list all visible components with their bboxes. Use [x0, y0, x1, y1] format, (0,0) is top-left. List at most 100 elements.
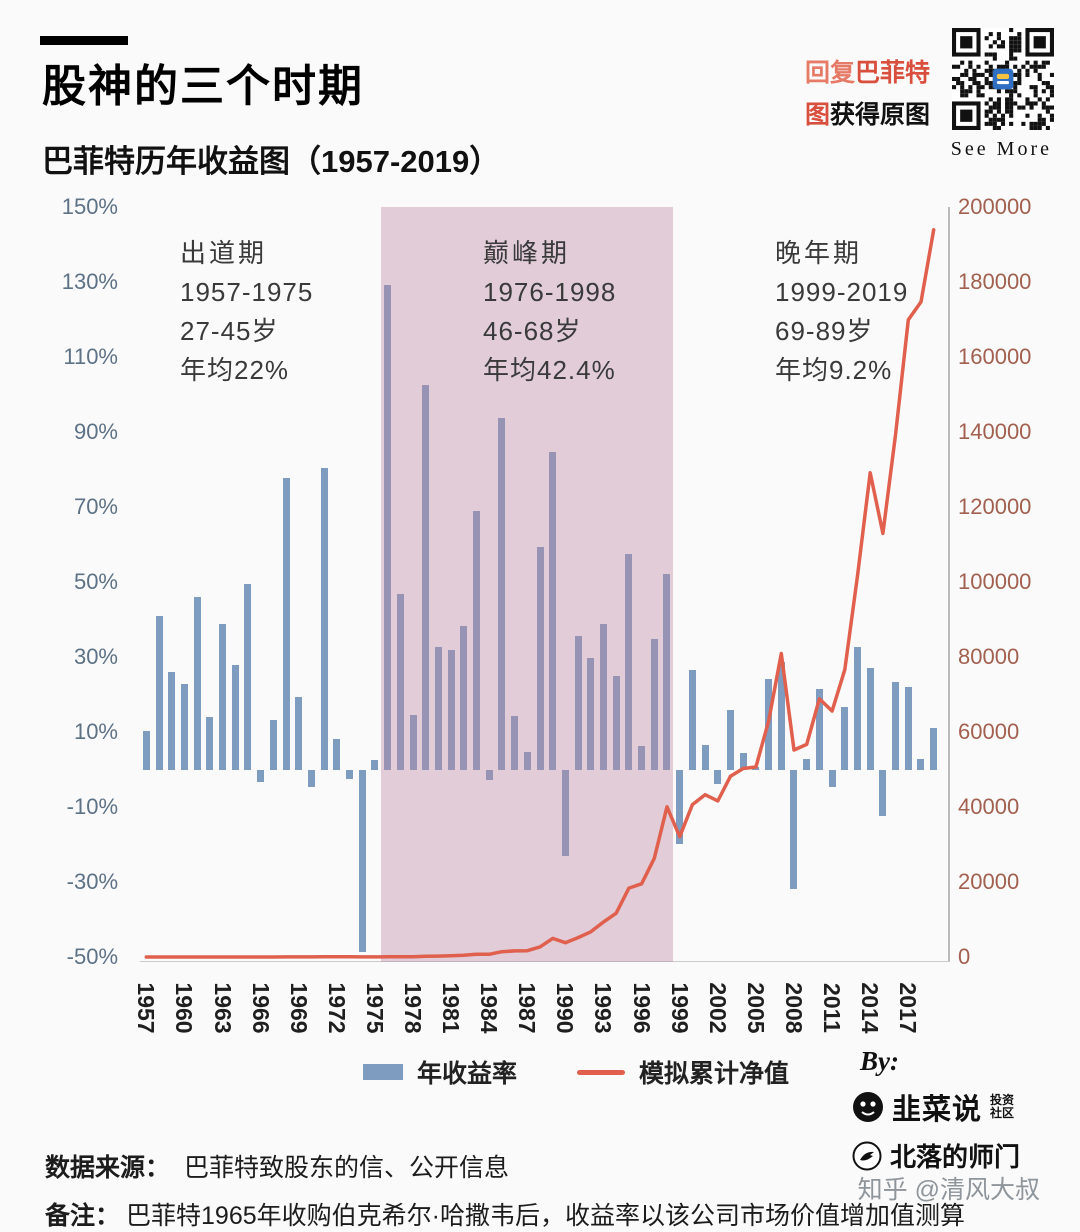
return-bar-1966	[257, 769, 265, 783]
logo-beiluo: 北落的师门	[852, 1137, 1067, 1174]
watermark: 知乎 @清风大叔	[857, 1176, 1040, 1204]
qr-code	[952, 28, 1054, 130]
y-axis-right-tick: 80000	[958, 644, 1020, 669]
y-axis-left-tick: 90%	[73, 419, 118, 444]
return-bar-1959	[168, 672, 176, 770]
y-axis-left-tick: -50%	[66, 944, 118, 969]
qr-cta-reply-text: 回复	[804, 59, 855, 87]
return-bar-2019	[930, 728, 938, 770]
y-axis-right-tick: 120000	[958, 494, 1032, 519]
by-label: By:	[860, 1046, 899, 1076]
y-axis-right-tick: 140000	[958, 419, 1032, 444]
title-dash	[40, 36, 128, 45]
y-axis-right-tick: 60000	[958, 719, 1020, 744]
return-bar-2016	[892, 681, 900, 770]
period-years: 1957-1975	[180, 277, 314, 307]
legend-line-swatch	[577, 1069, 625, 1075]
y-axis-left-tick: 30%	[73, 644, 118, 669]
period-annotation-late: 晚年期 1999-2019 69-89岁 年均9.2%	[775, 234, 908, 390]
page-title: 股神的三个时期	[42, 62, 364, 111]
return-bar-1963	[219, 624, 227, 770]
return-bar-2018	[917, 759, 925, 770]
return-bar-1957	[142, 730, 150, 770]
period-years: 1999-2019	[775, 277, 909, 307]
return-bar-1969	[295, 696, 303, 770]
y-axis-right-tick: 20000	[958, 869, 1020, 894]
return-bar-1962	[206, 717, 214, 770]
qr-cta-keyword2: 图	[804, 101, 830, 129]
y-axis-left-tick: 10%	[73, 719, 118, 744]
legend-label: 年收益率	[416, 1060, 517, 1088]
y-axis-left-tick: -30%	[66, 869, 118, 894]
data-source: 数据来源： 巴菲特致股东的信、公开信息	[45, 1148, 509, 1184]
period-age: 46-68岁	[483, 316, 582, 346]
return-bar-2007	[777, 661, 785, 770]
return-bar-1961	[193, 597, 201, 770]
qr-cta-keyword: 巴菲特	[854, 59, 930, 87]
data-source-text: 巴菲特致股东的信、公开信息	[184, 1154, 510, 1182]
bottom-axis-spine	[140, 961, 950, 962]
data-source-label: 数据来源：	[45, 1154, 171, 1182]
return-bar-1971	[320, 467, 328, 770]
chart-legend: 年收益率 模拟累计净值	[276, 1054, 876, 1090]
return-bar-1973	[346, 769, 354, 779]
y-axis-left-tick: 50%	[73, 569, 118, 594]
credits: By: 韭菜说 投资社区 北落的师门	[852, 1046, 1067, 1174]
y-axis-right-tick: 40000	[958, 794, 1020, 819]
return-bar-1999	[676, 769, 684, 845]
return-bar-2001	[701, 745, 709, 770]
y-axis-left-tick: 110%	[63, 344, 118, 369]
return-bar-2013	[853, 646, 861, 770]
jiucaishuo-icon	[853, 1092, 883, 1122]
return-bar-1972	[333, 739, 341, 770]
y-axis-left-tick: 130%	[61, 269, 118, 294]
return-bar-2005	[752, 766, 760, 770]
period-avg: 年均42.4%	[483, 355, 616, 385]
return-bar-1970	[307, 769, 315, 787]
chart-subtitle: 巴菲特历年收益图（1957-2019）	[42, 144, 501, 179]
return-bar-2015	[879, 769, 887, 817]
period-name: 巅峰期	[483, 238, 571, 268]
legend-label: 模拟累计净值	[639, 1060, 790, 1088]
y-axis-right-tick: 180000	[958, 269, 1032, 294]
y-axis-right-tick: 0	[958, 944, 971, 969]
return-bar-1965	[244, 583, 252, 770]
legend-item-cumulative: 模拟累计净值	[577, 1054, 789, 1090]
qr-cta-rest: 获得原图	[829, 101, 930, 129]
return-bar-1974	[358, 769, 366, 953]
return-bar-2002	[714, 769, 722, 784]
period-annotation-peak: 巅峰期 1976-1998 46-68岁 年均42.4%	[483, 234, 616, 390]
y-axis-left-tick: 150%	[61, 194, 118, 219]
return-bar-2012	[841, 706, 849, 770]
footnote-text: 巴菲特1965年收购伯克希尔·哈撒韦后，收益率以该公司市场价值增加值测算	[126, 1202, 965, 1230]
y-axis-left-tick: -10%	[66, 794, 118, 819]
legend-bar-swatch	[362, 1064, 403, 1080]
return-bar-2011	[828, 769, 836, 788]
return-bar-2008	[790, 769, 798, 889]
right-axis-spine	[948, 207, 950, 962]
return-bar-1967	[269, 719, 277, 770]
qr-cta-line2: 图获得原图	[805, 94, 930, 136]
return-bar-2010	[815, 689, 823, 770]
footnote: 备注： 巴菲特1965年收购伯克希尔·哈撒韦后，收益率以该公司市场价值增加值测算	[45, 1196, 965, 1232]
period-age: 27-45岁	[180, 316, 279, 346]
logo-jiucaishuo-subtitle: 投资社区	[990, 1093, 1015, 1120]
return-bar-1975	[371, 760, 379, 770]
logo-jiucaishuo: 韭菜说 投资社区	[852, 1086, 1067, 1128]
footnote-label: 备注：	[45, 1202, 121, 1230]
return-bar-1958	[155, 616, 163, 770]
see-more-label: See More	[950, 138, 1052, 160]
logo-jiucaishuo-name: 韭菜说	[892, 1094, 983, 1126]
y-axis-left-tick: 70%	[73, 494, 118, 519]
return-bar-1964	[231, 665, 239, 770]
return-bar-2017	[904, 687, 912, 770]
y-axis-right-tick: 160000	[958, 344, 1032, 369]
return-bar-1968	[282, 477, 290, 770]
return-bar-2014	[866, 668, 874, 770]
return-bar-2006	[765, 679, 773, 770]
return-bar-2000	[688, 669, 696, 770]
qr-cta: 回复巴菲特 图获得原图	[805, 52, 930, 136]
return-bar-2004	[739, 753, 747, 770]
period-name: 出道期	[180, 238, 268, 268]
